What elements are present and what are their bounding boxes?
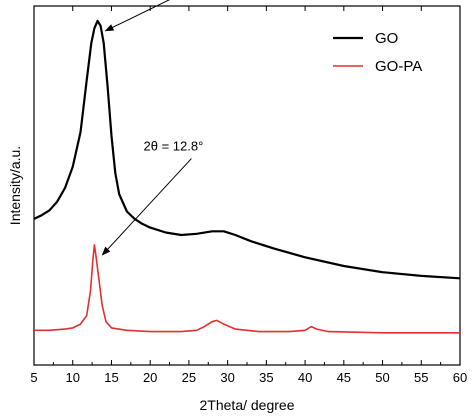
x-tick-label: 45 xyxy=(337,370,351,385)
series-line-go-pa xyxy=(34,244,460,334)
x-tick-label: 55 xyxy=(414,370,428,385)
legend: GO GO-PA xyxy=(333,30,422,75)
annotation-arrow xyxy=(104,0,171,32)
series-line-go xyxy=(33,19,461,280)
x-tick-label: 10 xyxy=(65,370,79,385)
legend-label: GO xyxy=(375,30,398,47)
x-tick-label: 5 xyxy=(30,370,37,385)
x-tick-label: 50 xyxy=(375,370,389,385)
x-tick-label: 40 xyxy=(298,370,312,385)
annotation-arrow xyxy=(101,158,192,256)
x-tick-label: 30 xyxy=(220,370,234,385)
legend-label: GO-PA xyxy=(375,58,422,75)
annotations: 2θ = 13.2°2θ = 12.8° xyxy=(101,0,204,256)
series-group xyxy=(33,19,461,334)
y-axis-title: Intensity/a.u. xyxy=(7,146,23,225)
x-tick-label: 60 xyxy=(453,370,467,385)
x-tick-label: 35 xyxy=(259,370,273,385)
axes: 5 10 15 20 25 30 35 40 45 50 55 60 xyxy=(30,5,467,385)
x-axis-title: 2Theta/ degree xyxy=(200,397,295,413)
x-tick-label: 25 xyxy=(182,370,196,385)
x-tick-label: 20 xyxy=(143,370,157,385)
x-tick-label: 15 xyxy=(104,370,118,385)
annotation-label: 2θ = 12.8° xyxy=(144,139,204,154)
